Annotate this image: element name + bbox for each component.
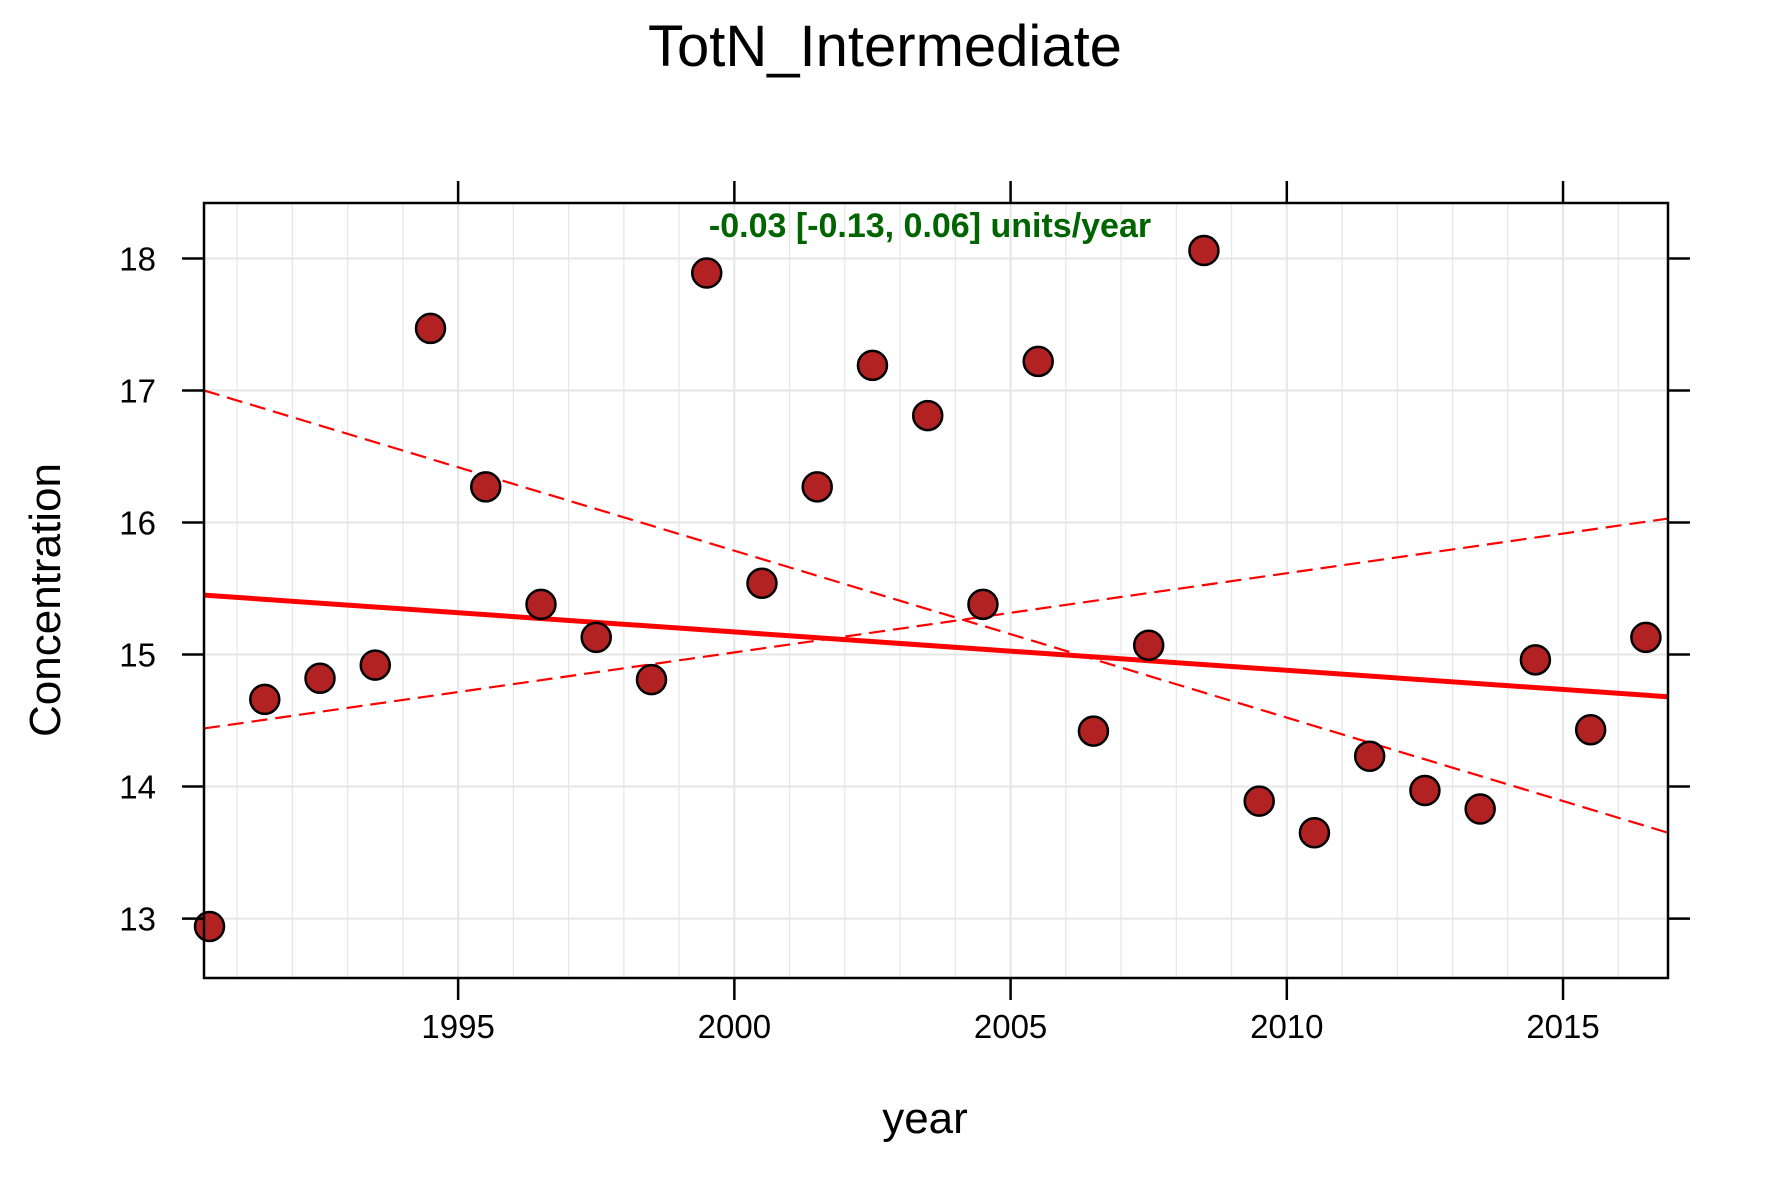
data-point — [967, 588, 999, 621]
data-point — [1132, 629, 1165, 662]
data-point — [690, 257, 723, 289]
trend-lines — [204, 389, 1668, 834]
data-point — [746, 567, 778, 599]
data-point — [1630, 621, 1662, 654]
data-point — [359, 649, 392, 681]
x-tick-label: 2005 — [974, 1008, 1047, 1045]
data-point — [525, 588, 557, 621]
data-point — [414, 312, 447, 345]
axis-ticks: 1995 2000 2005 2010 2015 13 14 15 16 17 18 — [119, 181, 1690, 1045]
data-point — [1519, 644, 1552, 676]
y-tick-label: 18 — [119, 240, 156, 277]
data-point — [1243, 785, 1275, 817]
x-tick-label: 2015 — [1526, 1008, 1599, 1045]
plot-frame — [202, 201, 1670, 980]
data-point — [1574, 714, 1607, 746]
data-point — [1077, 715, 1110, 747]
data-point — [1409, 774, 1441, 807]
y-tick-label: 13 — [119, 901, 156, 938]
data-point — [193, 910, 226, 943]
x-tick-label: 1995 — [421, 1008, 494, 1045]
y-axis-label: Concentration — [21, 463, 70, 737]
y-tick-label: 15 — [119, 637, 156, 674]
trend-line — [204, 592, 1668, 700]
data-point — [801, 471, 833, 503]
data-point — [580, 621, 612, 654]
data-point — [249, 683, 281, 716]
data-point — [470, 471, 502, 503]
y-tick-label: 17 — [119, 372, 156, 409]
chart-title: TotN_Intermediate — [648, 14, 1122, 79]
data-point — [1022, 345, 1054, 378]
x-tick-label: 2000 — [698, 1008, 771, 1045]
data-point — [1464, 793, 1496, 825]
data-point — [304, 662, 336, 695]
confidence-line — [204, 517, 1668, 730]
data-point — [856, 349, 889, 382]
data-point — [1188, 234, 1220, 267]
x-axis-label: year — [882, 1094, 968, 1143]
confidence-line — [204, 389, 1668, 834]
data-point — [1298, 817, 1331, 849]
grid — [204, 203, 1668, 978]
data-points — [193, 234, 1662, 943]
y-tick-label: 14 — [119, 769, 156, 806]
data-point — [1353, 740, 1386, 772]
y-tick-label: 16 — [119, 505, 156, 542]
data-point — [635, 663, 668, 696]
data-point — [911, 399, 944, 432]
trend-annotation: -0.03 [-0.13, 0.06] units/year — [709, 207, 1151, 245]
x-tick-label: 2010 — [1250, 1008, 1323, 1045]
